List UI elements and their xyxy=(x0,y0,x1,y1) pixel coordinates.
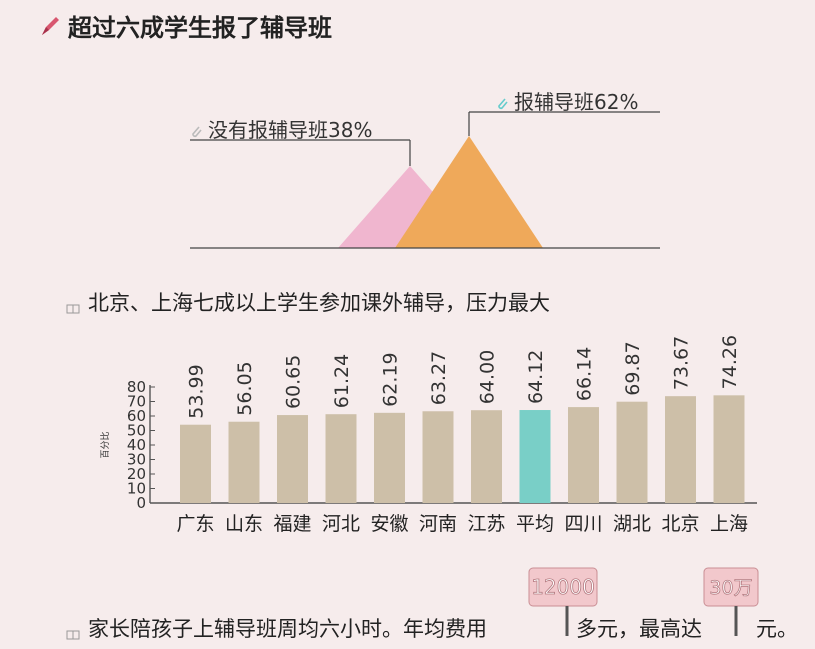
section-heading-cost-part1: 家长陪孩子上辅导班周均六小时。年均费用 xyxy=(66,613,487,643)
bar xyxy=(519,410,551,503)
page-title: 超过六成学生报了辅导班 xyxy=(68,14,332,42)
triangle-tutoring xyxy=(395,136,543,248)
label-tutoring-text: 报辅导班62% xyxy=(514,90,639,114)
data-label: 61.24 xyxy=(331,354,353,408)
data-label: 64.00 xyxy=(477,350,499,404)
cost-text-part2: 多元，最高达 xyxy=(576,617,702,641)
data-label: 69.87 xyxy=(622,341,644,395)
bar xyxy=(228,421,260,503)
category-label: 山东 xyxy=(225,513,263,535)
category-label: 湖北 xyxy=(613,513,651,535)
section-heading-regions: 北京、上海七成以上学生参加课外辅导，压力最大 xyxy=(66,287,550,317)
bar xyxy=(325,414,357,503)
tag-max-cost: 30万 xyxy=(702,566,762,642)
bar xyxy=(180,424,211,503)
data-label: 63.27 xyxy=(428,351,450,405)
data-label: 74.26 xyxy=(719,335,741,389)
book-icon xyxy=(66,622,80,640)
paperclip-icon xyxy=(188,121,204,137)
category-label: 广东 xyxy=(176,513,214,535)
y-tick-label: 80 xyxy=(127,378,146,396)
category-label: 上海 xyxy=(710,513,748,535)
y-tick-label: 30 xyxy=(127,451,146,469)
label-no-tutoring-text: 没有报辅导班38% xyxy=(208,118,373,142)
category-label: 四川 xyxy=(564,513,602,535)
tag-annual-cost: 12000 xyxy=(527,566,601,642)
category-label: 北京 xyxy=(661,513,699,535)
bar xyxy=(568,407,599,503)
category-label: 安徽 xyxy=(370,513,408,535)
section-heading-cost-part2: 多元，最高达 xyxy=(576,613,702,643)
y-tick-label: 0 xyxy=(136,494,146,512)
category-label: 河南 xyxy=(419,513,457,535)
bar xyxy=(616,401,648,503)
label-no-tutoring: 没有报辅导班38% xyxy=(188,114,372,143)
section-heading-text: 北京、上海七成以上学生参加课外辅导，压力最大 xyxy=(88,291,550,315)
bar xyxy=(374,412,405,503)
bar xyxy=(422,411,454,503)
cost-text-part1: 家长陪孩子上辅导班周均六小时。年均费用 xyxy=(88,617,487,641)
category-label: 福建 xyxy=(273,513,311,535)
data-label: 64.12 xyxy=(525,350,547,404)
bar xyxy=(713,395,745,503)
y-tick-label: 40 xyxy=(127,436,146,454)
bar xyxy=(471,410,502,503)
bar xyxy=(277,415,308,503)
book-icon xyxy=(66,296,80,314)
data-label: 53.99 xyxy=(186,364,208,418)
section-heading-cost-part3: 元。 xyxy=(756,613,798,643)
y-tick-label: 20 xyxy=(127,465,146,483)
y-axis-label: 百分比 xyxy=(99,431,111,458)
bar xyxy=(665,396,696,503)
data-label: 66.14 xyxy=(574,347,596,401)
triangle-chart xyxy=(190,111,660,249)
data-label: 62.19 xyxy=(380,352,402,406)
category-label: 江苏 xyxy=(467,513,505,535)
data-label: 60.65 xyxy=(283,355,305,409)
cost-text-part3: 元。 xyxy=(756,617,798,641)
category-label: 河北 xyxy=(322,513,360,535)
category-label: 平均 xyxy=(516,513,554,535)
pen-icon xyxy=(38,14,62,38)
y-tick-label: 50 xyxy=(127,422,146,440)
label-tutoring: 报辅导班62% xyxy=(494,86,638,115)
title-row: 超过六成学生报了辅导班 xyxy=(38,8,332,43)
data-label: 73.67 xyxy=(671,336,693,390)
y-tick-label: 70 xyxy=(127,393,146,411)
y-tick-label: 10 xyxy=(127,480,146,498)
paperclip-icon xyxy=(494,93,510,109)
data-label: 56.05 xyxy=(234,361,256,415)
tag-annual-cost-value: 12000 xyxy=(531,575,595,599)
y-tick-label: 60 xyxy=(127,407,146,425)
tag-max-cost-value: 30万 xyxy=(709,577,752,599)
